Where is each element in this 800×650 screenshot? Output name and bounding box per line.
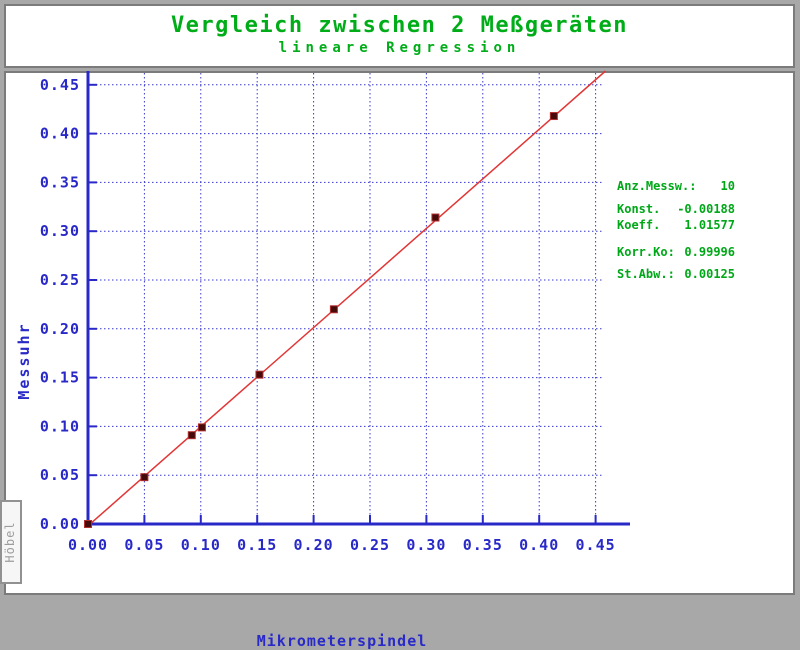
stat-value: 0.00125 xyxy=(684,267,735,281)
data-point-marker xyxy=(255,370,264,379)
x-tick-label: 0.00 xyxy=(68,536,108,554)
stat-line: Konst. -0.00188 xyxy=(617,202,735,216)
data-point-marker xyxy=(329,305,338,314)
x-tick-label: 0.15 xyxy=(237,536,277,554)
watermark-text: Höbel xyxy=(3,521,17,563)
x-tick-label: 0.40 xyxy=(519,536,559,554)
data-point-marker xyxy=(84,520,92,528)
y-tick-label: 0.40 xyxy=(40,125,80,143)
y-tick-label: 0.10 xyxy=(40,417,80,435)
y-tick-label: 0.20 xyxy=(40,320,80,338)
stat-label: Konst. xyxy=(617,202,661,216)
stat-line: St.Abw.: 0.00125 xyxy=(617,267,735,281)
y-tick-label: 0.05 xyxy=(40,466,80,484)
y-tick-label: 0.30 xyxy=(40,222,80,240)
stat-value: 10 xyxy=(720,179,735,193)
stat-line: Korr.Ko: 0.99996 xyxy=(617,245,735,259)
x-tick-label: 0.05 xyxy=(124,536,164,554)
plot-svg: 0.00 0.05 0.10 0.15 0.20 0.25 0.30 0.35 0.40 0.45… xyxy=(40,70,630,554)
stat-label: Koeff. xyxy=(617,218,661,232)
x-tick-label: 0.35 xyxy=(463,536,503,554)
data-point-marker xyxy=(140,473,149,482)
y-tick-label: 0.45 xyxy=(40,76,80,94)
data-point-marker xyxy=(187,431,196,440)
stat-line: Anz.Messw.: 10 xyxy=(617,179,735,193)
stat-value: -0.00188 xyxy=(677,202,735,216)
chart-title: Vergleich zwischen 2 Meßgeräten xyxy=(170,13,629,38)
stat-label: Korr.Ko: xyxy=(617,245,675,259)
chart-subtitle: lineare Regression xyxy=(278,40,521,56)
application-window: { "window": { "background": "#a8a8a8", "… xyxy=(0,4,795,650)
regression-stats-block: Anz.Messw.: 10 Konst. -0.00188 Koeff. 1.01577… xyxy=(617,179,735,281)
y-tick-label: 0.35 xyxy=(40,173,80,191)
data-point-marker xyxy=(431,213,440,222)
stat-value: 1.01577 xyxy=(684,218,735,232)
x-tick-label: 0.25 xyxy=(350,536,390,554)
y-tick-label: 0.25 xyxy=(40,271,80,289)
x-tick-label: 0.20 xyxy=(294,536,334,554)
x-tick-label: 0.30 xyxy=(406,536,446,554)
x-tick-label: 0.45 xyxy=(576,536,616,554)
stat-label: St.Abw.: xyxy=(617,267,675,281)
watermark-box: Höbel xyxy=(0,500,22,584)
x-axis-label: Mikrometerspindel xyxy=(256,632,428,650)
plot-panel: Messuhr Mikrometerspindel Anz.Messw.: 10 K… xyxy=(4,71,795,650)
x-tick-label: 0.10 xyxy=(181,536,221,554)
regression-line xyxy=(85,70,607,528)
stat-value: 0.99996 xyxy=(684,245,735,259)
stat-label: Anz.Messw.: xyxy=(617,179,697,193)
stat-line: Koeff. 1.01577 xyxy=(617,218,735,232)
y-tick-label: 0.15 xyxy=(40,369,80,387)
y-tick-label: 0.00 xyxy=(40,515,80,533)
data-point-marker xyxy=(549,112,558,121)
data-point-marker xyxy=(197,423,206,432)
title-panel: Vergleich zwischen 2 Meßgeräten lineare … xyxy=(4,4,795,68)
